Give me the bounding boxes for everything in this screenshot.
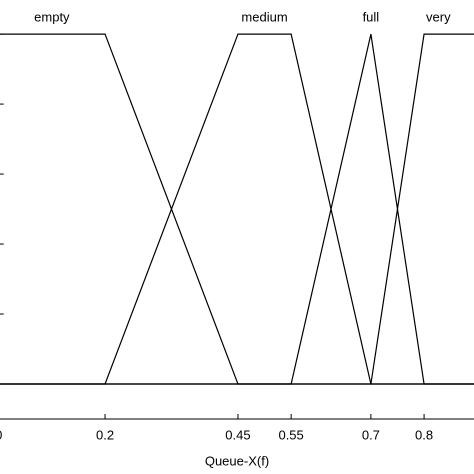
membership-line (0, 33, 474, 385)
membership-line (0, 33, 474, 385)
x-tick-label: 0.7 (362, 427, 380, 442)
x-tick-label: 0.45 (225, 427, 250, 442)
series-label: empty (34, 9, 70, 24)
x-tick-label: 0 (0, 427, 2, 442)
membership-line (0, 33, 474, 385)
x-tick-label: 0.55 (278, 427, 303, 442)
series-label: full (363, 9, 380, 24)
x-axis-label: Queue-X(f) (205, 453, 269, 468)
series-label: very (426, 9, 451, 24)
plot-frame (0, 418, 474, 420)
membership-line (0, 33, 474, 385)
series-label: medium (241, 9, 287, 24)
x-tick-label: 0.8 (415, 427, 433, 442)
x-tick-label: 0.2 (96, 427, 114, 442)
